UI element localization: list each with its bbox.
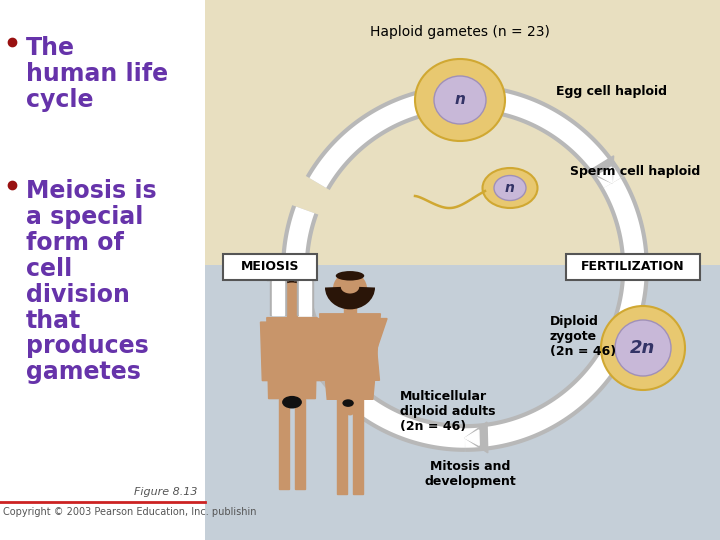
Text: Sperm cell haploid: Sperm cell haploid bbox=[570, 165, 701, 179]
Ellipse shape bbox=[434, 76, 486, 124]
Text: n: n bbox=[505, 181, 515, 195]
Ellipse shape bbox=[343, 399, 354, 407]
Polygon shape bbox=[294, 399, 305, 489]
Polygon shape bbox=[287, 307, 297, 318]
Ellipse shape bbox=[276, 282, 307, 309]
Polygon shape bbox=[353, 399, 364, 494]
Text: Diploid
zygote
(2n = 46): Diploid zygote (2n = 46) bbox=[550, 315, 616, 358]
Polygon shape bbox=[294, 263, 316, 281]
Bar bbox=[205, 0, 720, 265]
Polygon shape bbox=[366, 319, 387, 380]
Text: Multicellular
diploid adults
(2n = 46): Multicellular diploid adults (2n = 46) bbox=[400, 390, 495, 433]
Ellipse shape bbox=[274, 274, 310, 307]
Polygon shape bbox=[279, 399, 289, 489]
Ellipse shape bbox=[482, 168, 538, 208]
Polygon shape bbox=[337, 399, 347, 494]
Polygon shape bbox=[267, 263, 289, 281]
Ellipse shape bbox=[415, 59, 505, 141]
Circle shape bbox=[615, 320, 671, 376]
Circle shape bbox=[601, 306, 685, 390]
Bar bbox=[205, 265, 720, 540]
FancyBboxPatch shape bbox=[566, 254, 700, 280]
Polygon shape bbox=[465, 430, 480, 446]
Polygon shape bbox=[313, 319, 334, 380]
Polygon shape bbox=[272, 281, 284, 315]
Ellipse shape bbox=[276, 338, 289, 347]
Polygon shape bbox=[344, 302, 356, 314]
Text: 2n: 2n bbox=[630, 339, 656, 357]
Polygon shape bbox=[598, 167, 612, 183]
Polygon shape bbox=[307, 340, 335, 367]
Ellipse shape bbox=[294, 338, 307, 347]
Text: Egg cell haploid: Egg cell haploid bbox=[556, 85, 667, 98]
Text: Copyright © 2003 Pearson Education, Inc. publishin: Copyright © 2003 Pearson Education, Inc.… bbox=[3, 507, 256, 517]
Polygon shape bbox=[320, 314, 380, 399]
Polygon shape bbox=[270, 281, 286, 315]
Text: n: n bbox=[454, 92, 465, 107]
Ellipse shape bbox=[282, 396, 302, 408]
Text: Meiosis is
a special
form of
cell
division
that
produces
gametes: Meiosis is a special form of cell divisi… bbox=[26, 179, 157, 384]
Polygon shape bbox=[299, 281, 311, 315]
Polygon shape bbox=[261, 322, 275, 381]
Circle shape bbox=[333, 272, 367, 306]
Text: Figure 8.13: Figure 8.13 bbox=[135, 487, 198, 497]
Text: Mitosis and
development: Mitosis and development bbox=[424, 460, 516, 488]
Text: The
human life
cycle: The human life cycle bbox=[26, 36, 168, 112]
Polygon shape bbox=[272, 264, 284, 275]
Ellipse shape bbox=[343, 399, 356, 415]
Polygon shape bbox=[297, 281, 313, 315]
Polygon shape bbox=[588, 156, 613, 183]
FancyBboxPatch shape bbox=[223, 254, 317, 280]
Circle shape bbox=[276, 278, 308, 310]
Text: FERTILIZATION: FERTILIZATION bbox=[581, 260, 685, 273]
Ellipse shape bbox=[494, 176, 526, 200]
Polygon shape bbox=[309, 322, 323, 381]
Polygon shape bbox=[310, 340, 324, 356]
Bar bbox=[0, 0, 205, 540]
Text: MEIOSIS: MEIOSIS bbox=[240, 260, 300, 273]
Text: Haploid gametes (n = 23): Haploid gametes (n = 23) bbox=[370, 25, 550, 39]
Ellipse shape bbox=[336, 271, 364, 281]
Polygon shape bbox=[267, 318, 318, 399]
Polygon shape bbox=[465, 422, 487, 453]
Polygon shape bbox=[299, 264, 311, 275]
